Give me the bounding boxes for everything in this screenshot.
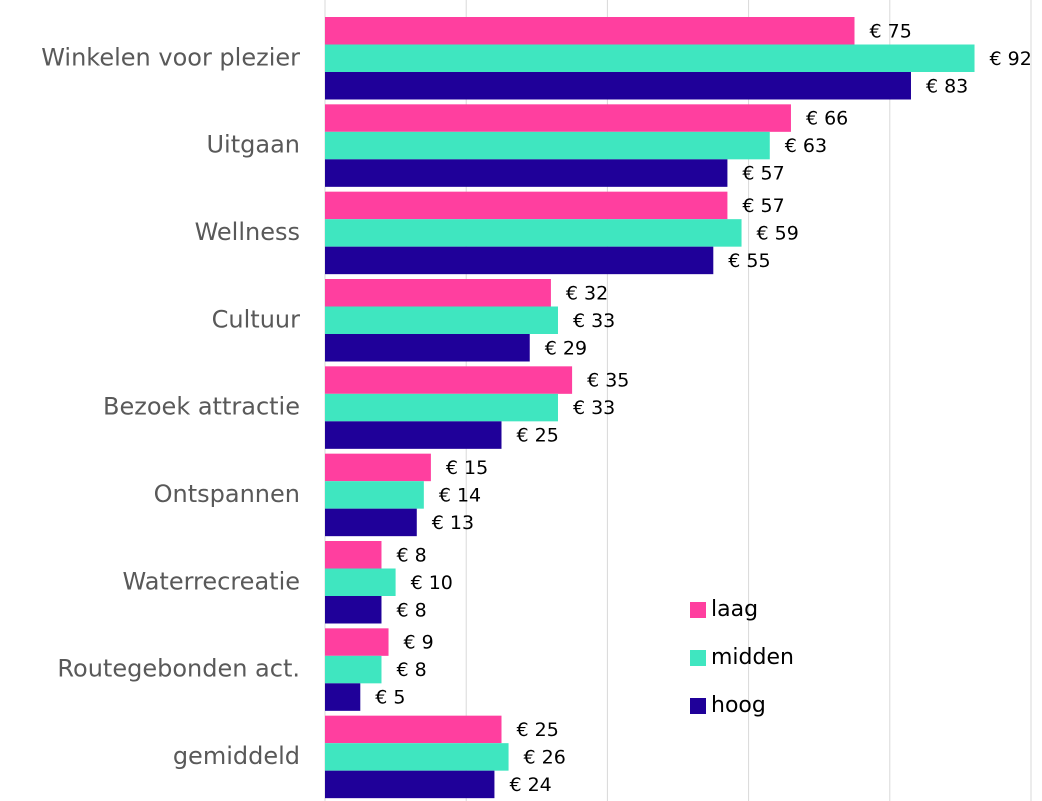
bar xyxy=(325,17,855,45)
value-label: € 83 xyxy=(926,75,968,97)
legend-label: laag xyxy=(711,597,758,622)
value-label: € 57 xyxy=(742,195,784,217)
value-label: € 29 xyxy=(545,337,587,359)
value-label: € 25 xyxy=(517,719,559,741)
value-label: € 10 xyxy=(411,572,453,594)
value-label: € 25 xyxy=(517,425,559,447)
bar xyxy=(325,421,502,449)
bar xyxy=(325,481,424,509)
value-label: € 13 xyxy=(432,512,474,534)
bar xyxy=(325,306,558,334)
category-label: Wellness xyxy=(195,218,300,246)
bar xyxy=(325,508,417,537)
value-label: € 33 xyxy=(573,310,615,332)
legend-swatch xyxy=(690,602,706,618)
category-label: Winkelen voor plezier xyxy=(41,43,300,71)
bar xyxy=(325,743,509,771)
value-label: € 26 xyxy=(524,746,566,768)
value-label: € 8 xyxy=(396,599,426,621)
legend-label: hoog xyxy=(711,693,766,718)
value-label: € 5 xyxy=(375,687,405,709)
value-label: € 75 xyxy=(870,20,912,42)
bar xyxy=(325,366,573,394)
legend-swatch xyxy=(690,698,706,714)
bar xyxy=(325,104,791,132)
bar xyxy=(325,131,770,160)
bar xyxy=(325,596,382,624)
value-label: € 35 xyxy=(587,370,629,392)
bar xyxy=(325,770,495,799)
bar xyxy=(325,655,382,684)
value-label: € 59 xyxy=(757,222,799,244)
value-label: € 14 xyxy=(439,484,481,506)
legend-swatch xyxy=(690,650,706,666)
category-label: gemiddeld xyxy=(173,742,300,770)
bar xyxy=(325,715,502,744)
category-label: Waterrecreatie xyxy=(123,567,300,595)
bar xyxy=(325,568,396,596)
bar xyxy=(325,334,530,362)
bar xyxy=(325,44,975,72)
bar xyxy=(325,393,558,422)
value-label: € 57 xyxy=(742,163,784,185)
bar xyxy=(325,279,551,307)
value-label: € 8 xyxy=(396,544,426,566)
category-label: Routegebonden act. xyxy=(57,655,300,683)
value-label: € 63 xyxy=(785,135,827,157)
value-label: € 9 xyxy=(404,632,434,654)
category-label: Bezoek attractie xyxy=(103,393,300,421)
category-label: Uitgaan xyxy=(206,131,300,159)
bar xyxy=(325,453,431,482)
bar xyxy=(325,246,714,275)
value-label: € 15 xyxy=(446,457,488,479)
bar xyxy=(325,219,742,247)
bar xyxy=(325,628,389,656)
bar xyxy=(325,72,911,100)
value-label: € 24 xyxy=(509,774,551,796)
value-label: € 92 xyxy=(990,48,1032,70)
value-label: € 33 xyxy=(573,397,615,419)
category-label: Ontspannen xyxy=(154,480,300,508)
bar xyxy=(325,159,728,187)
category-label: Cultuur xyxy=(212,305,300,333)
value-label: € 8 xyxy=(396,659,426,681)
bar xyxy=(325,683,361,711)
bar xyxy=(325,191,728,220)
legend-label: midden xyxy=(711,645,794,670)
value-label: € 66 xyxy=(806,108,848,130)
bar xyxy=(325,541,382,569)
value-label: € 32 xyxy=(566,282,608,304)
value-label: € 55 xyxy=(728,250,770,272)
